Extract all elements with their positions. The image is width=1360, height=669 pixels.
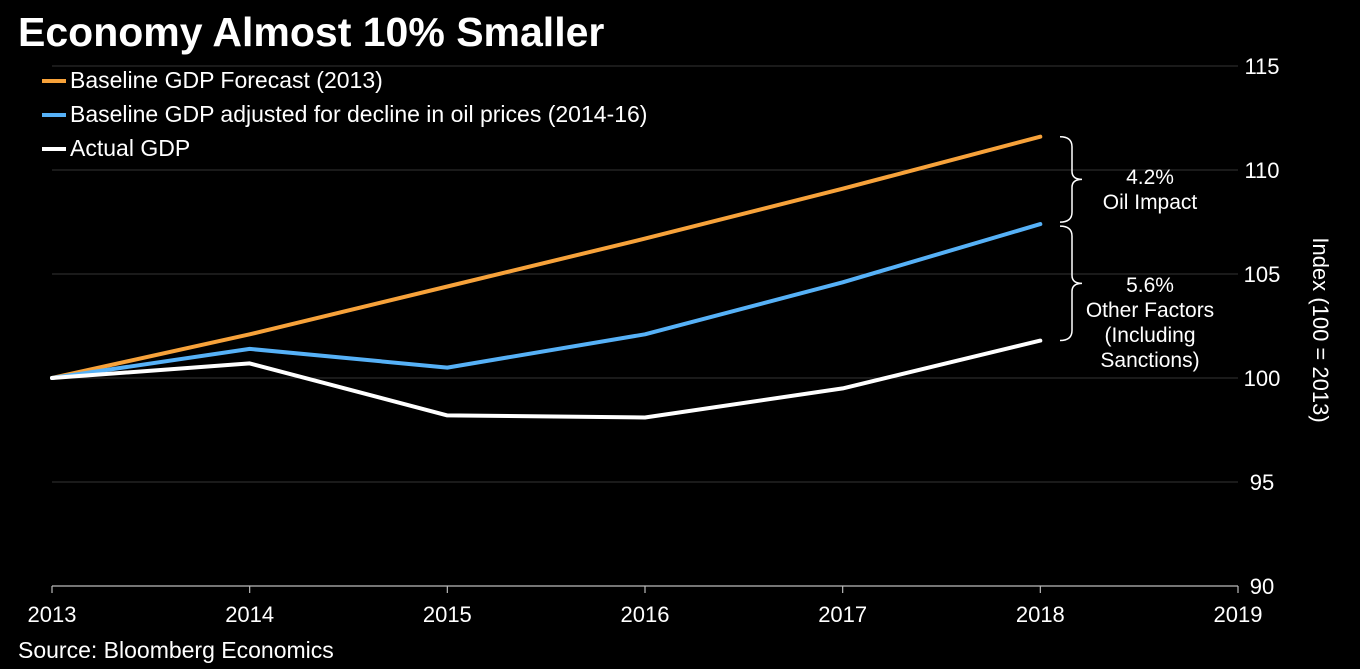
legend-label-actual: Actual GDP [70, 135, 191, 161]
source-note: Source: Bloomberg Economics [18, 637, 334, 663]
brace-other-factors [1059, 225, 1083, 342]
y-tick-label-100: 100 [1244, 366, 1281, 391]
legend-swatch-actual [42, 146, 66, 151]
annotation-oil-label: Oil Impact [1102, 191, 1198, 214]
annotation-other-factors: 5.6% Other Factors (Including Sanctions) [1072, 273, 1228, 373]
y-tick-label-95: 95 [1250, 470, 1274, 495]
legend-item-oil-adjusted: Baseline GDP adjusted for decline in oil… [42, 101, 647, 128]
annotation-other-label-2: (Including [1104, 324, 1196, 347]
brace-oil-impact [1059, 135, 1083, 223]
y-tick-label-110: 110 [1244, 158, 1279, 183]
y-tick-label-105: 105 [1244, 262, 1281, 287]
annotation-other-value: 5.6% [1126, 274, 1174, 297]
legend-swatch-baseline [42, 78, 66, 83]
x-tick-label-2013: 2013 [28, 602, 77, 627]
legend-item-baseline: Baseline GDP Forecast (2013) [42, 67, 383, 94]
annotation-other-label-3: Sanctions) [1100, 349, 1200, 372]
legend-label-baseline: Baseline GDP Forecast (2013) [70, 67, 383, 93]
series-line-baseline [50, 134, 1043, 380]
legend-item-actual: Actual GDP [42, 135, 190, 162]
legend-label-oil-adjusted: Baseline GDP adjusted for decline in oil… [70, 101, 648, 127]
legend-swatch-oil-adjusted [42, 112, 66, 117]
x-tick-label-2019: 2019 [1214, 602, 1263, 627]
y-tick-label-115: 115 [1244, 54, 1279, 79]
chart-title: Economy Almost 10% Smaller [18, 9, 605, 55]
annotation-oil-impact: 4.2% Oil Impact [1088, 165, 1212, 215]
series-line-actual [50, 338, 1043, 420]
y-tick-label-90: 90 [1250, 574, 1274, 599]
annotation-other-label-1: Other Factors [1085, 299, 1215, 322]
x-tick-label-2016: 2016 [621, 602, 670, 627]
x-tick-label-2018: 2018 [1016, 602, 1065, 627]
y-axis-title: Index (100 = 2013) [1308, 237, 1333, 423]
annotation-oil-value: 4.2% [1126, 166, 1174, 189]
x-tick-label-2014: 2014 [225, 602, 274, 627]
x-tick-label-2017: 2017 [818, 602, 867, 627]
series-line-oil-adjusted [50, 222, 1043, 380]
x-tick-label-2015: 2015 [423, 602, 472, 627]
